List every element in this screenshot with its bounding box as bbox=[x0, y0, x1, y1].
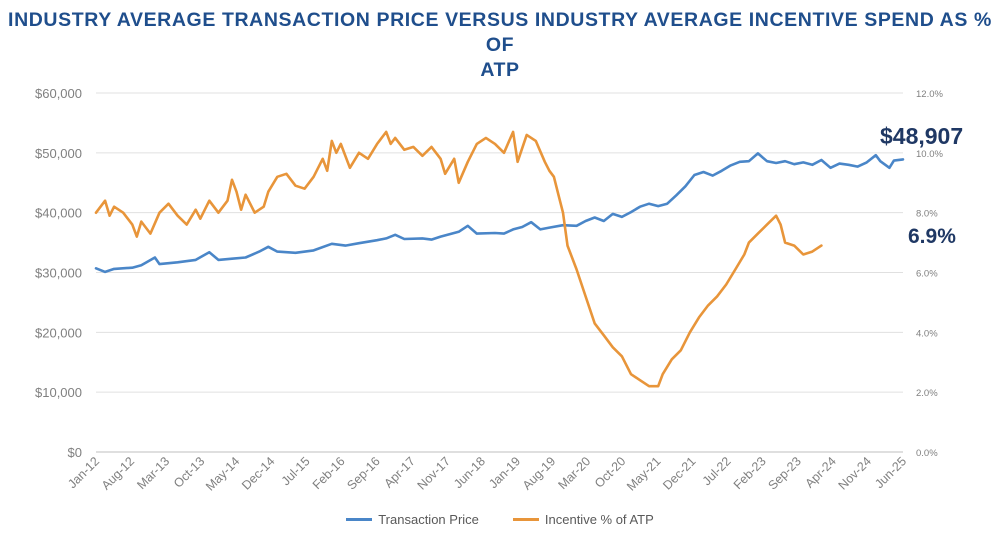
left-tick-label: $50,000 bbox=[35, 146, 82, 161]
left-tick-label: $40,000 bbox=[35, 206, 82, 221]
left-tick-label: $30,000 bbox=[35, 266, 82, 281]
x-tick-label: Nov-17 bbox=[415, 454, 453, 492]
x-tick-label: Feb-16 bbox=[310, 454, 348, 492]
callout-incentive: 6.9% bbox=[908, 225, 956, 248]
right-tick-label: 0.0% bbox=[916, 448, 938, 459]
series-line-incentive bbox=[94, 130, 823, 388]
right-tick-label: 8.0% bbox=[916, 209, 938, 220]
series-line-transaction-price bbox=[94, 152, 905, 274]
x-tick-label: Aug-12 bbox=[99, 454, 137, 492]
x-tick-label: May-21 bbox=[624, 454, 663, 493]
x-tick-label: Nov-24 bbox=[836, 454, 874, 492]
left-tick-label: $10,000 bbox=[35, 385, 82, 400]
x-tick-label: Jul-15 bbox=[279, 454, 313, 488]
right-tick-label: 2.0% bbox=[916, 388, 938, 399]
x-tick-label: Oct-20 bbox=[592, 454, 628, 490]
legend: Transaction Price Incentive % of ATP bbox=[0, 512, 1000, 527]
legend-item-transaction-price[interactable]: Transaction Price bbox=[346, 512, 479, 527]
x-tick-label: May-14 bbox=[203, 454, 242, 493]
series-lines bbox=[94, 130, 905, 388]
x-tick-label: Sep-23 bbox=[765, 454, 803, 492]
right-tick-label: 4.0% bbox=[916, 328, 938, 339]
x-tick-label: Jul-22 bbox=[700, 454, 734, 488]
x-tick-label: Apr-24 bbox=[803, 454, 839, 490]
x-tick-label: Mar-20 bbox=[555, 454, 593, 492]
chart-title-line-2: ATP bbox=[480, 59, 520, 81]
legend-swatch-incentive bbox=[512, 518, 539, 521]
chart-title: INDUSTRY AVERAGE TRANSACTION PRICE VERSU… bbox=[0, 8, 1000, 83]
callout-transaction-price: $48,907 bbox=[880, 123, 963, 149]
left-axis-tick-labels: $0 $10,000 $20,000 $30,000 $40,000 $50,000 $60… bbox=[35, 86, 82, 460]
legend-item-incentive[interactable]: Incentive % of ATP bbox=[512, 512, 654, 527]
x-tick-label: Jun-25 bbox=[872, 454, 909, 491]
right-tick-label: 12.0% bbox=[916, 89, 943, 100]
x-tick-label: Dec-14 bbox=[239, 454, 277, 492]
right-tick-label: 10.0% bbox=[916, 149, 943, 160]
end-value-callouts: $48,907 6.9% bbox=[880, 123, 963, 248]
right-axis-tick-labels: 0.0% 2.0% 4.0% 6.0% 8.0% 10.0% 12.0% bbox=[916, 89, 943, 459]
grid-lines bbox=[96, 92, 903, 453]
chart-title-line-1: INDUSTRY AVERAGE TRANSACTION PRICE VERSU… bbox=[8, 9, 992, 56]
x-tick-label: Dec-21 bbox=[660, 454, 698, 492]
x-tick-label: Feb-23 bbox=[731, 454, 769, 492]
x-tick-label: Sep-16 bbox=[344, 454, 382, 492]
left-tick-label: $20,000 bbox=[35, 325, 82, 340]
left-tick-label: $60,000 bbox=[35, 86, 82, 101]
x-tick-label: Apr-17 bbox=[381, 454, 417, 490]
x-tick-label: Jun-18 bbox=[451, 454, 488, 491]
left-tick-label: $0 bbox=[68, 445, 82, 460]
x-tick-label: Jan-19 bbox=[486, 454, 523, 491]
x-tick-label: Aug-19 bbox=[520, 454, 558, 492]
legend-label-transaction-price: Transaction Price bbox=[378, 512, 479, 527]
legend-label-incentive: Incentive % of ATP bbox=[544, 512, 654, 527]
legend-swatch-transaction-price bbox=[346, 518, 373, 521]
x-tick-label: Oct-13 bbox=[171, 454, 207, 490]
right-tick-label: 6.0% bbox=[916, 269, 938, 280]
x-tick-label: Mar-13 bbox=[134, 454, 172, 492]
